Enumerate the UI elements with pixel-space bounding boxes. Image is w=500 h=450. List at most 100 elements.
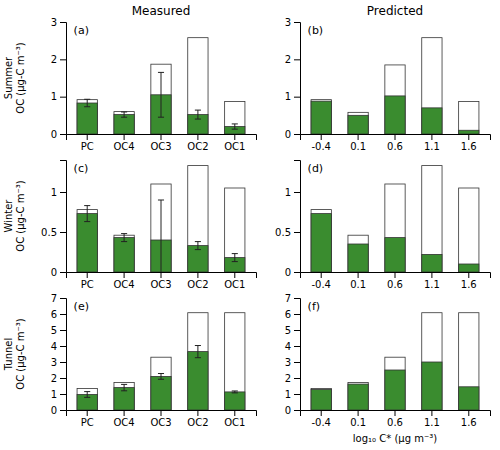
tick-label: 1 (285, 389, 291, 400)
y-tick: 2 (285, 373, 300, 384)
tick-label: OC4 (113, 141, 134, 152)
tick-mark (124, 134, 125, 140)
error-bar (84, 206, 90, 222)
tick-mark (431, 272, 432, 278)
tick-label: 2 (285, 373, 291, 384)
axis-line (301, 273, 491, 279)
tick-label: OC2 (187, 279, 208, 290)
y-tick: 4 (51, 341, 66, 352)
x-tick: PC (81, 272, 94, 290)
tick-mark (468, 272, 469, 278)
error-bar (232, 391, 238, 393)
error-bar (232, 254, 238, 262)
tick-mark (395, 410, 396, 416)
axis-line (301, 135, 491, 141)
axis-line (67, 135, 257, 141)
bar (151, 64, 171, 134)
bar (311, 101, 331, 134)
panel-label: (d) (308, 162, 324, 175)
y-axis: 00.51 (275, 161, 300, 278)
x-tick: OC4 (113, 272, 134, 290)
axis-line (60, 23, 67, 135)
error-bar (84, 392, 90, 398)
bar (422, 254, 442, 272)
bar (422, 108, 442, 134)
tick-label: OC1 (224, 141, 245, 152)
panel-label: (f) (308, 300, 320, 313)
x-tick: OC1 (224, 134, 245, 152)
panel: 01234567-0.40.10.61.11.6(f)log₁₀ C* (μg … (285, 293, 491, 444)
y-tick: 3 (51, 17, 66, 28)
error-bar (121, 384, 127, 390)
tick-mark (294, 59, 300, 60)
tick-label: 5 (285, 325, 291, 336)
tick-mark (321, 410, 322, 416)
tick-label: 7 (51, 293, 57, 304)
error-bar (121, 234, 127, 242)
axis-line (60, 161, 67, 273)
bar-series (311, 313, 479, 410)
x-tick: OC3 (150, 272, 171, 290)
y-tick: 0 (285, 129, 300, 140)
tick-mark (294, 97, 300, 98)
bar-series (77, 313, 245, 410)
x-axis-title: log₁₀ C* (μg m⁻³) (353, 433, 437, 444)
bar (385, 96, 405, 134)
bar (188, 313, 208, 410)
tick-mark (321, 134, 322, 140)
tick-label: OC3 (150, 279, 171, 290)
y-tick: 2 (285, 54, 300, 65)
y-axis-title-line: OC (μg-C m⁻³) (15, 180, 26, 251)
panel: 00.51PCOC4OC3OC2OC1(c)WinterOC (μg-C m⁻³… (3, 161, 257, 291)
tick-mark (161, 134, 162, 140)
panel-title: Predicted (367, 4, 423, 18)
error-bar (195, 110, 201, 119)
x-tick: 1.6 (461, 134, 477, 152)
tick-label: OC4 (113, 279, 134, 290)
x-tick: PC (81, 410, 94, 428)
tick-mark (60, 314, 66, 315)
error-bar (195, 242, 201, 250)
tick-label: 1.1 (424, 141, 440, 152)
bar (188, 352, 208, 410)
x-tick: PC (81, 134, 94, 152)
tick-label: -0.4 (311, 279, 331, 290)
tick-label: OC3 (150, 141, 171, 152)
tick-mark (358, 272, 359, 278)
tick-mark (87, 272, 88, 278)
tick-label: 1.6 (461, 141, 477, 152)
tick-label: 0 (285, 405, 291, 416)
tick-mark (60, 346, 66, 347)
bar (348, 384, 368, 410)
y-axis-title-line: OC (μg-C m⁻³) (15, 42, 26, 113)
panel-label: (b) (308, 24, 324, 37)
y-tick: 6 (51, 309, 66, 320)
tick-mark (60, 22, 66, 23)
tick-label: 0.6 (387, 279, 403, 290)
y-axis-title: SummerOC (μg-C m⁻³) (3, 42, 26, 113)
bar (459, 130, 479, 134)
x-tick: OC4 (113, 134, 134, 152)
tick-label: 0 (51, 129, 57, 140)
tick-label: 1 (51, 389, 57, 400)
y-tick: 4 (285, 341, 300, 352)
bar-series (311, 214, 479, 272)
bar (385, 65, 405, 134)
tick-mark (294, 22, 300, 23)
panel: 0123-0.40.10.61.11.6Predicted(b) (285, 4, 491, 152)
tick-mark (321, 272, 322, 278)
x-axis: PCOC4OC3OC2OC1 (67, 272, 257, 290)
y-tick: 0 (285, 267, 300, 278)
tick-label: 0.1 (350, 417, 366, 428)
tick-label: 1.6 (461, 417, 477, 428)
y-tick: 5 (51, 325, 66, 336)
tick-mark (60, 378, 66, 379)
tick-label: 0 (285, 129, 291, 140)
tick-mark (60, 298, 66, 299)
tick-mark (60, 192, 66, 193)
tick-label: OC2 (187, 417, 208, 428)
tick-mark (395, 272, 396, 278)
bar-series (311, 362, 479, 410)
bar (385, 357, 405, 410)
bar (348, 112, 368, 134)
